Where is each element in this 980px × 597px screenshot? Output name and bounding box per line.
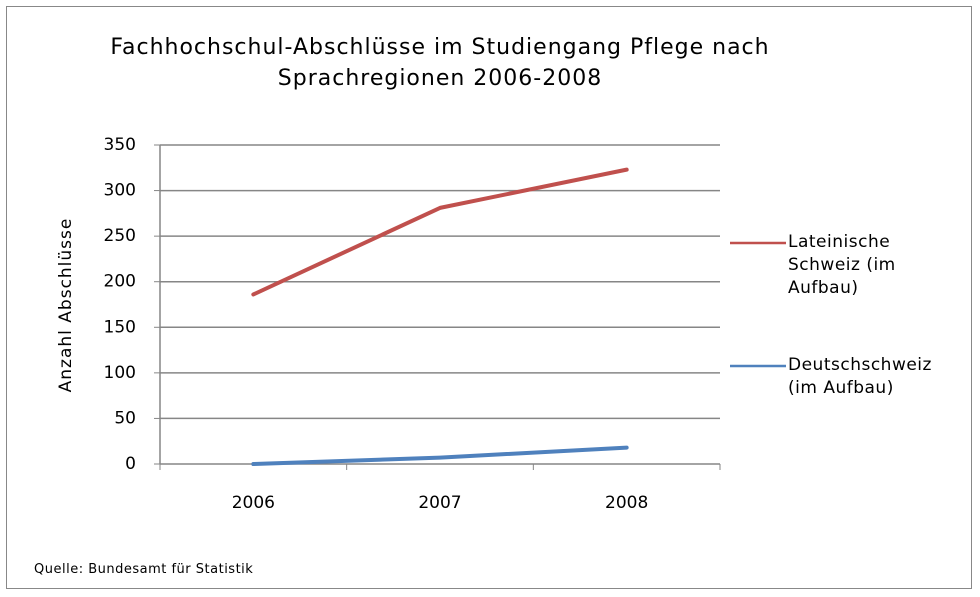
data-line (251, 167, 629, 297)
y-tick-label: 150 (104, 317, 136, 337)
chart-title: Fachhochschul-Abschlüsse im Studiengang … (110, 35, 770, 91)
y-tick-label: 0 (125, 454, 136, 474)
y-tick-label: 50 (114, 408, 136, 428)
x-tick-label: 2008 (605, 493, 648, 513)
legend-entry: Lateinische Schweiz (im Aufbau) (788, 232, 896, 298)
data-line (251, 445, 629, 466)
y-axis-label: Anzahl Abschlüsse (56, 218, 76, 393)
y-tick-label: 350 (104, 135, 136, 155)
source-note: Quelle: Bundesamt für Statistik (34, 562, 254, 577)
y-tick-label: 300 (104, 181, 136, 201)
y-tick-label: 200 (104, 272, 136, 292)
legend-entry: Deutschschweiz (im Aufbau) (788, 355, 932, 398)
chart-frame (6, 6, 972, 589)
y-tick-label: 250 (104, 226, 136, 246)
x-tick-label: 2007 (418, 493, 461, 513)
y-tick-label: 100 (104, 363, 136, 383)
x-tick-label: 2006 (232, 493, 275, 513)
